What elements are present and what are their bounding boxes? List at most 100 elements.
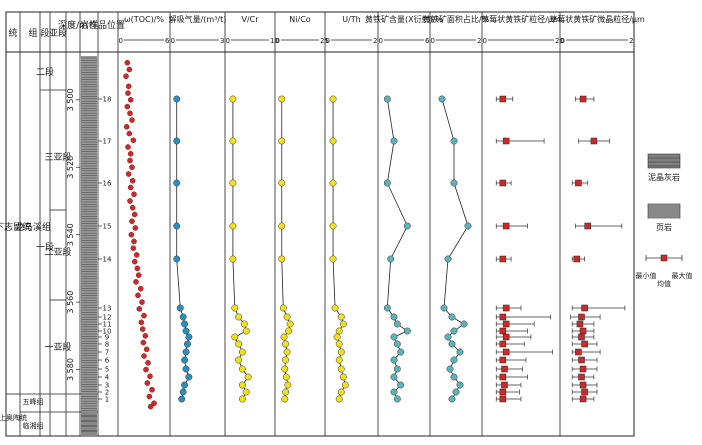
- lithology-shale-fill: [81, 56, 97, 412]
- series-point: [282, 373, 290, 381]
- panel-scale-min: 0: [431, 37, 435, 45]
- series-point: [397, 348, 405, 356]
- mean-marker: [499, 395, 507, 403]
- series-point: [403, 327, 411, 335]
- series-point: [390, 137, 398, 145]
- toc-point: [129, 204, 136, 211]
- series-point: [333, 333, 341, 341]
- series-point: [173, 137, 181, 145]
- toc-point: [126, 66, 133, 73]
- series-point: [185, 333, 193, 341]
- series-point: [440, 304, 448, 312]
- series-point: [280, 333, 288, 341]
- toc-point: [133, 252, 140, 258]
- toc-point: [144, 380, 151, 386]
- series-point: [181, 356, 189, 364]
- toc-point: [124, 59, 131, 66]
- strat-headers: 统 组 段 亚段 深度/m 岩性 样品位置: [8, 19, 125, 39]
- toc-point: [134, 265, 141, 272]
- toc-point: [132, 225, 139, 231]
- mean-marker: [590, 137, 598, 145]
- header-system: 统: [8, 27, 17, 39]
- panel-scale-max: 3: [220, 37, 224, 45]
- series-point: [335, 340, 343, 348]
- mean-marker: [579, 365, 587, 373]
- series-point: [390, 313, 398, 321]
- panel-scale-max: 6: [165, 37, 170, 45]
- series-point: [383, 179, 391, 187]
- toc-point: [127, 184, 134, 191]
- header-group: 组: [28, 27, 37, 39]
- series-point: [229, 95, 237, 103]
- series-point: [184, 340, 191, 348]
- series-point: [173, 255, 181, 263]
- series-point: [282, 356, 290, 364]
- series-point: [329, 255, 337, 263]
- panel-scale-min: 0: [326, 37, 330, 45]
- legend-max-label: 最大值: [672, 271, 693, 280]
- mean-marker: [581, 388, 588, 396]
- series-point: [393, 340, 401, 348]
- series-point: [278, 95, 286, 103]
- toc-point: [125, 90, 131, 96]
- sample-label: 5: [105, 366, 109, 374]
- series-point: [242, 327, 250, 335]
- panel-title: ω(TOC)/%: [124, 15, 164, 24]
- panel-title: 草莓状黄铁矿粒径/μm: [481, 14, 561, 24]
- toc-point: [136, 306, 143, 312]
- series-point: [452, 388, 460, 396]
- sample-label: 3: [105, 382, 109, 390]
- mean-marker: [502, 333, 510, 341]
- series-point: [460, 320, 468, 328]
- sample-label: 1: [105, 396, 109, 404]
- series-point: [383, 95, 391, 103]
- sample-label: 9: [105, 334, 109, 342]
- member-1-label: 一段: [36, 241, 54, 253]
- series-point: [456, 381, 464, 389]
- depth-tick-label: 3 540: [66, 223, 75, 246]
- mean-marker: [578, 333, 585, 341]
- panel-scale-min: 0: [119, 37, 123, 45]
- series-point: [283, 313, 291, 321]
- series-point: [231, 333, 239, 341]
- series-point: [238, 365, 246, 373]
- toc-point: [125, 171, 132, 177]
- series-point: [448, 313, 456, 321]
- panel-scale-max: 20: [555, 37, 564, 45]
- mean-marker: [575, 348, 582, 356]
- toc-point: [141, 312, 147, 319]
- series-point: [229, 179, 237, 187]
- mean-marker: [581, 340, 588, 348]
- sample-label: 17: [103, 138, 112, 146]
- toc-point: [128, 231, 135, 238]
- sample-label: 2: [105, 389, 109, 397]
- series-point: [173, 95, 181, 103]
- series-point: [390, 356, 398, 364]
- series-point: [283, 348, 291, 356]
- toc-point: [126, 130, 133, 137]
- depth-tick-label: 3 560: [66, 291, 75, 314]
- series-point: [178, 395, 186, 403]
- toc-point: [127, 150, 134, 157]
- toc-point: [127, 157, 133, 164]
- series-point: [335, 356, 343, 364]
- toc-point: [131, 258, 138, 265]
- series-point: [438, 95, 446, 103]
- panel-title: Ni/Co: [289, 15, 310, 24]
- series-point: [339, 320, 347, 328]
- panel-title: 黄铁矿含量(X衍射)/%: [365, 14, 443, 24]
- toc-point: [140, 339, 147, 346]
- toc-point: [130, 137, 137, 144]
- series-point: [329, 137, 337, 145]
- mean-marker: [499, 373, 507, 381]
- depth-ticks: 3 500 3 520 3 540 3 560 3 580: [66, 88, 80, 381]
- series-point: [335, 395, 343, 403]
- series-lower: 上奥陶统: [0, 413, 27, 422]
- mean-marker: [573, 255, 581, 263]
- series-point: [278, 222, 286, 230]
- series-point: [176, 304, 184, 312]
- series-point: [229, 137, 237, 145]
- mean-marker: [499, 179, 507, 187]
- mean-marker: [502, 222, 510, 230]
